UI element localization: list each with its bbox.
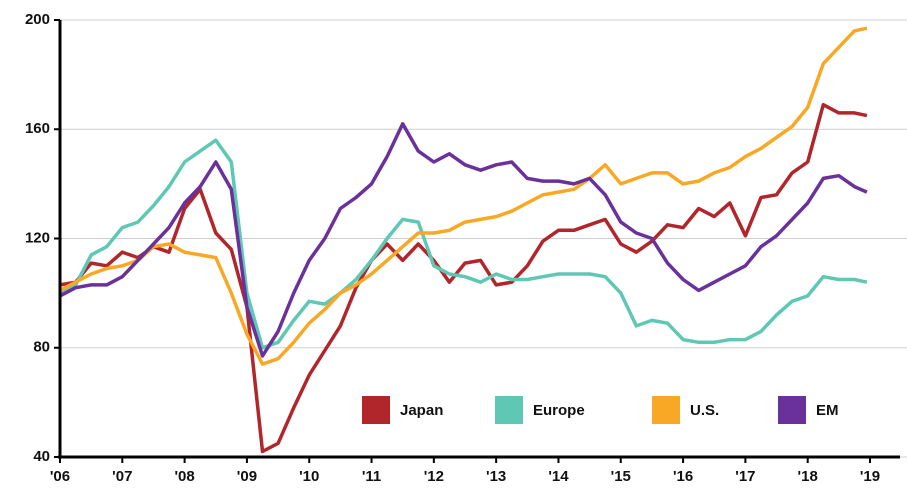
legend-swatch	[778, 396, 806, 424]
x-tick-label: '11	[362, 468, 381, 485]
x-tick-label: '17	[735, 468, 755, 485]
legend-label: EM	[816, 402, 839, 419]
x-tick-label: '09	[237, 468, 257, 485]
x-tick-label: '18	[798, 468, 818, 485]
x-tick-label: '08	[174, 468, 194, 485]
x-tick-label: '10	[299, 468, 319, 485]
y-tick-label: 40	[33, 448, 50, 465]
series-line	[59, 122, 868, 358]
x-tick-label: '07	[112, 468, 132, 485]
x-tick-label: '06	[50, 468, 70, 485]
legend-swatch	[362, 396, 390, 424]
legend-swatch	[652, 396, 680, 424]
y-tick-label: 80	[33, 339, 50, 356]
x-tick-label: '14	[548, 468, 569, 485]
series-line	[59, 102, 868, 454]
series-line	[59, 26, 868, 366]
y-tick-label: 200	[25, 11, 50, 28]
x-tick-label: '19	[860, 468, 880, 485]
x-tick-label: '15	[611, 468, 631, 485]
x-tick-label: '13	[486, 468, 506, 485]
series-line	[59, 138, 868, 350]
legend-label: Europe	[533, 402, 585, 419]
legend-label: U.S.	[690, 402, 719, 419]
legend-label: Japan	[400, 402, 443, 419]
y-tick-label: 120	[25, 229, 50, 246]
x-tick-label: '16	[673, 468, 693, 485]
y-tick-label: 160	[25, 120, 50, 137]
legend-swatch	[495, 396, 523, 424]
x-tick-label: '12	[424, 468, 444, 485]
